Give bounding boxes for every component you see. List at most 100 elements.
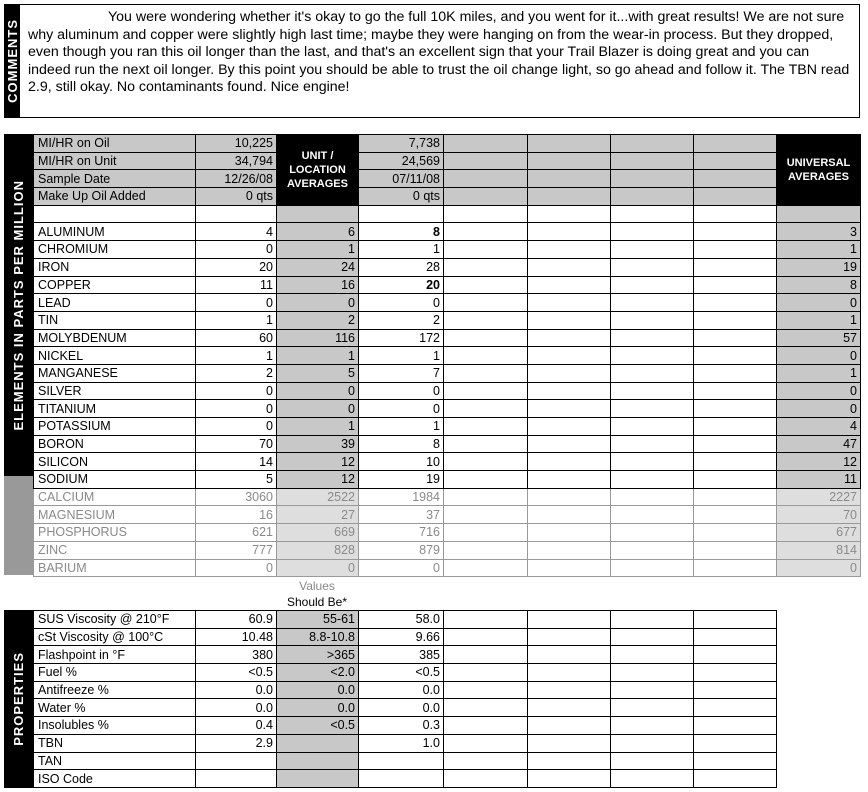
element-current: 3060 [195,487,277,507]
property-row: Water % 0.0 0.0 0.0 [33,698,777,718]
empty-cell [527,381,611,401]
empty-cell [610,487,694,507]
empty-cell [527,558,611,578]
element-universal-average: 677 [776,523,861,542]
element-row: SILVER 0 0 0 0 [33,381,861,401]
element-previous: 2 [358,310,444,330]
empty-cell [527,751,611,771]
element-universal-average: 47 [776,434,861,454]
property-should-be: >365 [276,645,359,665]
empty-cell [610,470,694,489]
element-previous: 37 [358,505,444,525]
empty-cell [195,204,277,224]
info-label: Make Up Oil Added [33,187,196,206]
empty-cell [443,610,528,629]
element-unit-average: 0 [276,293,359,312]
info-row: Sample Date 12/26/08 07/11/08 [33,169,861,189]
empty-cell [443,257,528,277]
element-unit-average: 1 [276,346,359,365]
empty-cell [610,698,694,718]
elements-table: MI/HR on Oil 10,225 UNIT / LOCATION AVERAG… [33,134,861,578]
property-current [195,769,277,788]
element-row: POTASSIUM 0 1 1 4 [33,417,861,436]
empty-cell [693,470,777,489]
empty-cell [443,275,528,295]
element-current: 14 [195,452,277,472]
element-row: IRON 20 24 28 19 [33,257,861,277]
property-current: 380 [195,645,277,665]
element-current: 1 [195,310,277,330]
empty-cell [443,399,528,418]
empty-cell [610,134,694,153]
empty-cell [693,733,777,753]
empty-cell [443,204,528,224]
empty-cell [527,346,611,365]
empty-cell [693,257,777,277]
element-name: IRON [33,257,196,277]
empty-cell [693,540,777,560]
element-row: COPPER 11 16 20 8 [33,275,861,295]
element-row: BARIUM 0 0 0 0 [33,558,861,578]
element-current: 1 [195,346,277,365]
property-should-be: 0.0 [276,680,359,700]
element-row: TITANIUM 0 0 0 0 [33,399,861,418]
element-universal-average: 70 [776,505,861,525]
universal-averages-header: UNIVERSAL AVERAGES [776,134,861,206]
empty-cell [693,381,777,401]
empty-cell [610,751,694,771]
values-note-line1: Values [299,579,335,593]
empty-cell [610,222,694,242]
info-previous: 24,569 [358,151,444,171]
empty-cell [443,134,528,153]
property-name: TAN [33,751,196,771]
element-unit-average: 27 [276,505,359,525]
empty-cell [443,293,528,312]
empty-cell [527,134,611,153]
property-row: cSt Viscosity @ 100°C 10.48 8.8-10.8 9.66 [33,627,777,647]
element-universal-average: 4 [776,417,861,436]
property-name: cSt Viscosity @ 100°C [33,627,196,647]
info-current: 0 qts [195,187,277,206]
property-name: Flashpoint in °F [33,645,196,665]
empty-cell [693,487,777,507]
info-label: MI/HR on Unit [33,151,196,171]
element-row: CALCIUM 3060 2522 1984 2227 [33,487,861,507]
element-universal-average: 19 [776,257,861,277]
element-universal-average: 0 [776,293,861,312]
element-universal-average: 3 [776,222,861,242]
element-universal-average: 1 [776,363,861,383]
property-previous [358,751,444,771]
empty-cell [610,540,694,560]
element-previous: 7 [358,363,444,383]
empty-cell [610,558,694,578]
empty-cell [610,716,694,735]
info-row: MI/HR on Unit 34,794 24,569 [33,151,861,171]
empty-cell [443,627,528,647]
property-previous: 58.0 [358,610,444,629]
empty-cell [610,610,694,629]
property-name: Fuel % [33,663,196,682]
empty-cell [693,275,777,295]
empty-cell [693,328,777,348]
empty-cell [443,346,528,365]
property-row: Antifreeze % 0.0 0.0 0.0 [33,680,777,700]
element-unit-average: 1 [276,240,359,259]
element-current: 621 [195,523,277,542]
empty-cell [610,346,694,365]
elements-side-label-faded [4,476,33,575]
empty-cell [610,505,694,525]
property-should-be [276,769,359,788]
element-row: ZINC 777 828 879 814 [33,540,861,560]
element-previous: 19 [358,470,444,489]
empty-cell [693,698,777,718]
element-current: 0 [195,293,277,312]
empty-cell [527,187,611,206]
property-row: Fuel % <0.5 <2.0 <0.5 [33,663,777,682]
empty-cell [443,540,528,560]
empty-cell [443,310,528,330]
property-should-be: <0.5 [276,716,359,735]
properties-side-label-text: PROPERTIES [11,652,26,746]
element-universal-average: 1 [776,310,861,330]
element-name: SILVER [33,381,196,401]
property-row: Insolubles % 0.4 <0.5 0.3 [33,716,777,735]
